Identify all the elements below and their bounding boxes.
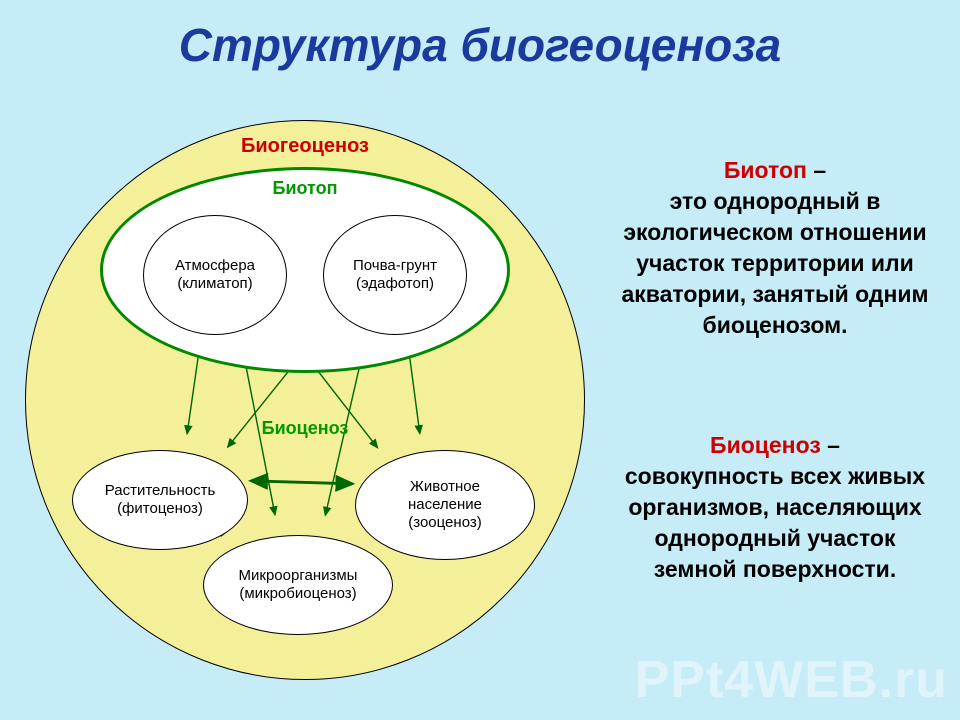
node-veget: Растительность(фитоценоз) [72, 450, 248, 550]
node-text: (фитоценоз) [117, 500, 203, 518]
definition-biocenosis: Биоценоз – совокупность всех живых орган… [610, 430, 940, 585]
node-text: Растительность [105, 482, 216, 500]
node-text: население [408, 496, 482, 514]
term-biotope: Биотоп [724, 157, 807, 183]
node-soil: Почва-грунт(эдафотоп) [323, 215, 467, 335]
label-biocenosis: Биоценоз [205, 418, 405, 439]
diagram-container: Атмосфера(климатоп) Почва-грунт(эдафотоп)… [20, 100, 590, 670]
node-text: Микроорганизмы [239, 567, 358, 585]
body-biotope: это однородный в экологическом отношении… [621, 188, 928, 338]
node-text: (зооценоз) [408, 514, 481, 532]
node-text: Почва-грунт [353, 257, 437, 275]
watermark: PPt4WEB.ru [635, 650, 948, 710]
node-text: (климатоп) [177, 275, 252, 293]
label-biotope: Биотоп [205, 178, 405, 199]
term-biocenosis: Биоценоз [710, 432, 821, 458]
page-title: Структура биогеоценоза [0, 18, 960, 72]
label-biogeocenosis: Биогеоценоз [205, 135, 405, 158]
node-text: (микробиоценоз) [239, 585, 356, 603]
node-atmo: Атмосфера(климатоп) [143, 215, 287, 335]
definition-biotope: Биотоп – это однородный в экологическом … [610, 155, 940, 341]
dash-1: – [807, 157, 826, 183]
node-text: (эдафотоп) [356, 275, 434, 293]
node-text: Атмосфера [175, 257, 255, 275]
node-anim: Животноенаселение(зооценоз) [355, 450, 535, 560]
dash-2: – [821, 432, 840, 458]
node-micro: Микроорганизмы(микробиоценоз) [203, 535, 393, 635]
node-text: Животное [410, 478, 480, 496]
body-biocenosis: совокупность всех живых организмов, насе… [625, 463, 925, 582]
